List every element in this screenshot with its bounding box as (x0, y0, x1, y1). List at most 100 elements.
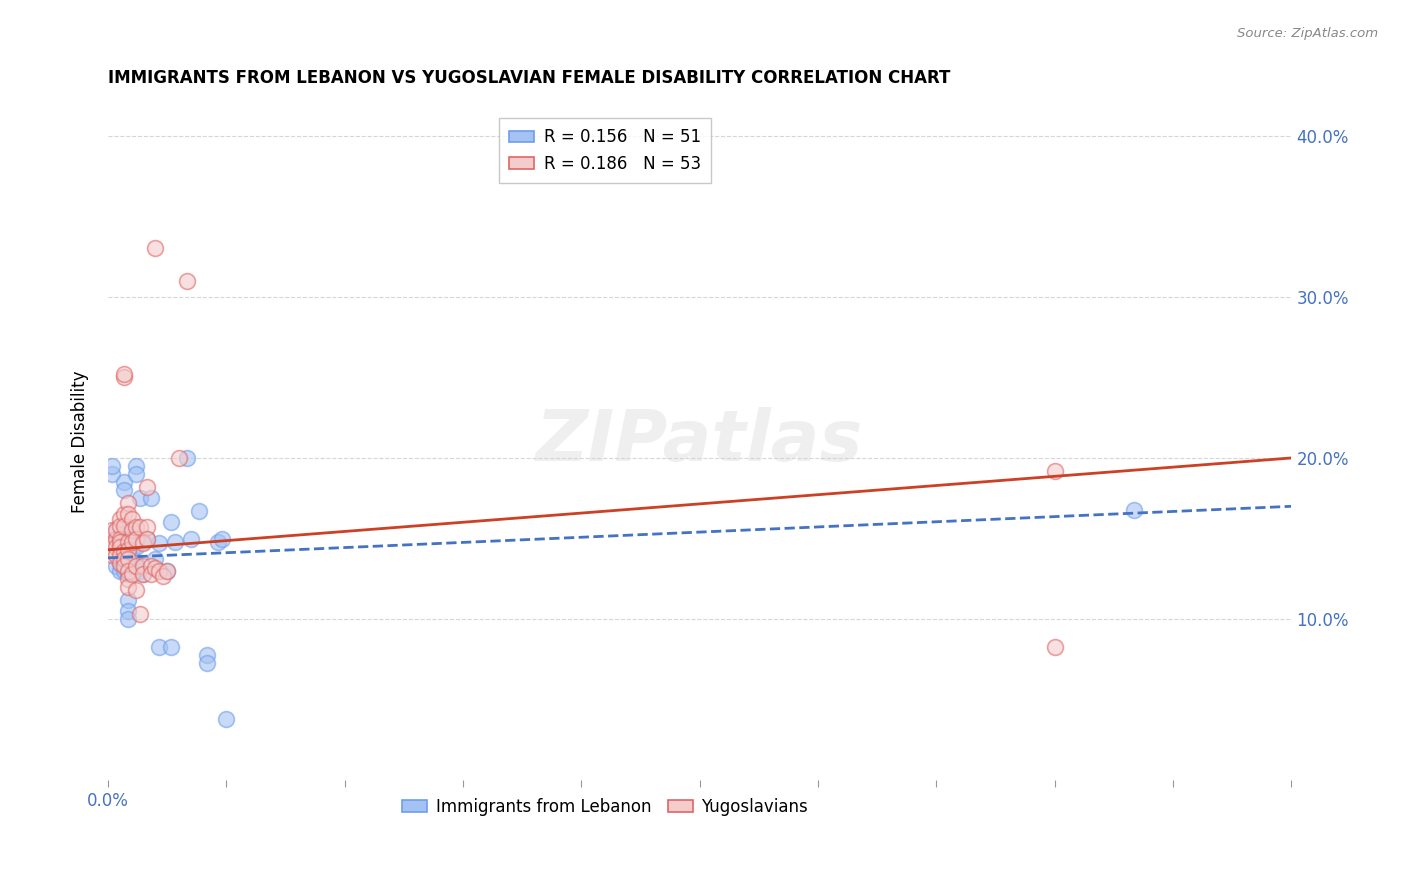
Point (180, 532, 202, 546)
Point (136, 480, 159, 494)
Point (108, 550, 131, 565)
Point (124, 540, 146, 554)
Point (148, 564, 170, 578)
Point (176, 274, 198, 288)
Point (112, 508, 135, 522)
Point (117, 534, 139, 549)
Point (112, 475, 135, 489)
Point (156, 564, 179, 578)
Point (101, 548, 124, 562)
Point (124, 532, 146, 546)
Point (108, 544, 131, 558)
Point (195, 648, 218, 662)
Point (121, 542, 143, 557)
Point (112, 518, 135, 533)
Point (132, 566, 155, 581)
Point (132, 536, 155, 550)
Point (132, 558, 155, 573)
Point (160, 640, 183, 654)
Point (112, 534, 135, 549)
Point (121, 552, 143, 566)
Point (108, 540, 131, 554)
Point (165, 534, 187, 549)
Point (176, 450, 198, 465)
Point (121, 524, 143, 538)
Point (104, 558, 127, 573)
Point (124, 458, 146, 473)
Point (1043, 640, 1066, 654)
Point (156, 564, 179, 578)
Point (136, 520, 159, 534)
Point (148, 536, 170, 550)
Point (112, 367, 135, 381)
Point (121, 512, 143, 526)
Point (121, 534, 143, 549)
Point (117, 558, 139, 573)
Point (195, 656, 218, 670)
Point (141, 558, 163, 573)
Point (112, 552, 135, 566)
Point (152, 568, 174, 582)
Point (117, 604, 139, 618)
Point (104, 548, 127, 562)
Point (117, 542, 139, 557)
Point (132, 566, 155, 581)
Point (108, 556, 131, 570)
Point (112, 558, 135, 573)
Point (207, 534, 229, 549)
Point (104, 532, 127, 546)
Point (136, 532, 159, 546)
Point (141, 491, 163, 506)
Point (108, 532, 131, 546)
Point (117, 580, 139, 594)
Point (112, 370, 135, 384)
Point (160, 516, 183, 530)
Point (108, 556, 131, 570)
Point (143, 552, 166, 566)
Point (108, 528, 131, 542)
Point (128, 564, 150, 578)
Point (108, 564, 131, 578)
Point (143, 560, 166, 574)
Point (101, 524, 124, 538)
Point (104, 532, 127, 546)
Point (136, 532, 159, 546)
Point (128, 520, 150, 534)
Point (124, 520, 146, 534)
Point (112, 556, 135, 570)
Y-axis label: Female Disability: Female Disability (72, 370, 89, 513)
Point (112, 548, 135, 562)
Point (121, 524, 143, 538)
Point (108, 518, 131, 533)
Point (112, 564, 135, 578)
Point (112, 532, 135, 546)
Point (117, 534, 139, 549)
Text: ZIPatlas: ZIPatlas (536, 408, 863, 476)
Point (117, 564, 139, 578)
Point (141, 566, 163, 581)
Point (112, 544, 135, 558)
Point (108, 532, 131, 546)
Point (121, 566, 143, 581)
Point (167, 450, 190, 465)
Point (148, 640, 170, 654)
Point (112, 524, 135, 538)
Point (112, 483, 135, 498)
Point (128, 607, 150, 622)
Point (117, 612, 139, 626)
Point (104, 524, 127, 538)
Point (108, 512, 131, 526)
Point (117, 566, 139, 581)
Point (121, 534, 143, 549)
Point (143, 241, 166, 255)
Point (104, 540, 127, 554)
Text: Source: ZipAtlas.com: Source: ZipAtlas.com (1237, 27, 1378, 40)
Legend: Immigrants from Lebanon, Yugoslavians: Immigrants from Lebanon, Yugoslavians (395, 791, 814, 822)
Point (121, 564, 143, 578)
Point (211, 532, 233, 546)
Point (117, 532, 139, 546)
Point (117, 592, 139, 607)
Point (108, 548, 131, 562)
Point (108, 540, 131, 554)
Point (132, 534, 155, 549)
